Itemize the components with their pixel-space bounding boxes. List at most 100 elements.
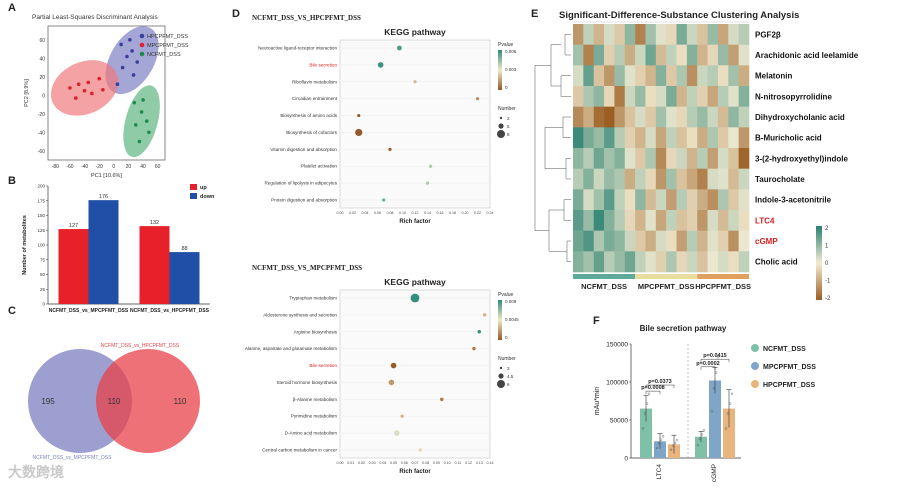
heatmap-cell	[645, 168, 657, 190]
heatmap-cell	[676, 127, 688, 149]
pathway-label: Alanine, aspartate and glutamate metabol…	[245, 346, 337, 351]
heatmap-cell	[583, 148, 595, 169]
heatmap-cell	[738, 168, 750, 190]
dendrogram-branch	[566, 240, 571, 262]
pathway-bubble	[357, 113, 361, 118]
y-tick-label: 50	[40, 272, 46, 277]
dendrogram-branch	[534, 65, 551, 231]
heatmap-cell	[717, 230, 729, 252]
p-value-annotation: p=0.0373	[648, 379, 671, 385]
replicate-point	[661, 435, 665, 438]
heatmap-cell	[614, 65, 626, 87]
colorbar-tick-label: 0	[825, 261, 829, 267]
pathway-bubble	[390, 362, 397, 369]
x-category-label: NCFMT_DSS_vs_HPCPFMT_DSS	[130, 308, 210, 314]
heatmap-cell	[717, 127, 729, 149]
colorbar-tick-label: -2	[825, 296, 831, 302]
dendrogram-branch	[562, 116, 571, 138]
y-tick-label: 150	[37, 213, 45, 218]
heatmap-cell	[573, 44, 584, 66]
pathway-bubble	[377, 62, 384, 68]
data-point	[120, 65, 125, 70]
pathway-label: Circadian entrainment	[292, 96, 338, 101]
heatmap-row-label: Indole-3-acetonitrile	[755, 196, 832, 205]
x-tick-label: 40	[140, 164, 146, 170]
heatmap-cell	[676, 189, 688, 211]
heatmap-cell	[573, 127, 584, 149]
heatmap-cell	[738, 86, 750, 107]
section-header: NCFMT_DSS_VS_HPCPFMT_DSS	[252, 14, 361, 22]
heatmap-cell	[635, 65, 646, 87]
x-tick-label: 0.22	[474, 211, 481, 215]
heatmap-cell	[697, 24, 708, 45]
pathway-bubble	[388, 147, 392, 151]
colorbar-tick-label: -1	[825, 279, 831, 285]
heatmap-cell	[666, 65, 677, 87]
heatmap-row-label: Taurocholate	[755, 175, 805, 184]
heatmap-cell	[573, 251, 584, 273]
colorbar-tick-label: 0.0045	[505, 317, 519, 322]
heatmap-cell	[604, 230, 615, 252]
chart-title: Bile secretion pathway	[640, 324, 727, 333]
size-legend-label: 4.5	[507, 374, 514, 379]
heatmap-cell	[666, 168, 677, 190]
heatmap-cell	[604, 86, 615, 107]
colorbar-tick-label: 0.003	[505, 67, 517, 72]
x-tick-label: 0.20	[462, 211, 469, 215]
colorbar-tick-label: 0.006	[505, 49, 517, 54]
y-tick-label: 0	[42, 302, 45, 307]
heatmap-row-label: Cholic acid	[755, 258, 798, 267]
x-tick-label: 0.12	[465, 461, 472, 465]
data-point	[137, 139, 142, 144]
heatmap-cell	[645, 210, 657, 231]
heatmap-cell	[738, 106, 750, 128]
x-tick-label: 0.08	[422, 461, 429, 465]
heatmap-cell	[697, 148, 708, 169]
bar	[654, 441, 666, 458]
replicate-point	[716, 356, 720, 359]
heatmap-cell	[583, 86, 595, 107]
x-tick-label: 0.04	[362, 211, 369, 215]
heatmap-cell	[717, 148, 729, 169]
heatmap-cell	[676, 106, 688, 128]
watermark-logo: 大数跨境	[8, 464, 64, 480]
size-legend-marker	[497, 130, 505, 138]
heatmap-cell	[573, 65, 584, 87]
pathway-label: Central carbon metabolism in cancer	[262, 448, 337, 453]
venn-a-only-count: 195	[41, 397, 55, 406]
replicate-point	[696, 444, 700, 447]
heatmap-cell	[583, 106, 595, 128]
heatmap-cell	[676, 210, 688, 231]
heatmap-cell	[717, 189, 729, 211]
heatmap-cell	[738, 210, 750, 231]
replicate-point	[673, 441, 677, 445]
heatmap-cell	[573, 210, 584, 231]
heatmap-cell	[676, 44, 688, 66]
heatmap-cell	[728, 148, 739, 169]
heatmap-cell	[676, 168, 688, 190]
heatmap-cell	[593, 106, 605, 128]
legend-color-title: Pvalue	[498, 42, 514, 48]
x-tick-label: 0.08	[387, 211, 394, 215]
dendrogram-branch	[550, 44, 561, 87]
heatmap-cell	[583, 44, 595, 66]
heatmap-cell	[686, 65, 698, 87]
bar	[709, 380, 721, 458]
x-tick-label: 0.03	[369, 461, 376, 465]
heatmap-cell	[666, 210, 677, 231]
legend-marker	[751, 362, 759, 370]
bar	[58, 229, 89, 304]
heatmap-cell	[645, 24, 657, 45]
heatmap-cell	[666, 127, 677, 149]
heatmap-cell	[666, 251, 677, 273]
legend-marker	[139, 42, 145, 48]
heatmap-cell	[573, 189, 584, 211]
heatmap-cell	[573, 86, 584, 107]
legend-label: down	[200, 194, 215, 200]
pvalue-colorbar	[498, 50, 502, 90]
heatmap-cell	[604, 44, 615, 66]
legend-marker	[139, 51, 145, 57]
legend-marker	[139, 33, 145, 39]
heatmap-cell	[604, 210, 615, 231]
pathway-label: Vitamin digestion and absorption	[270, 147, 337, 152]
